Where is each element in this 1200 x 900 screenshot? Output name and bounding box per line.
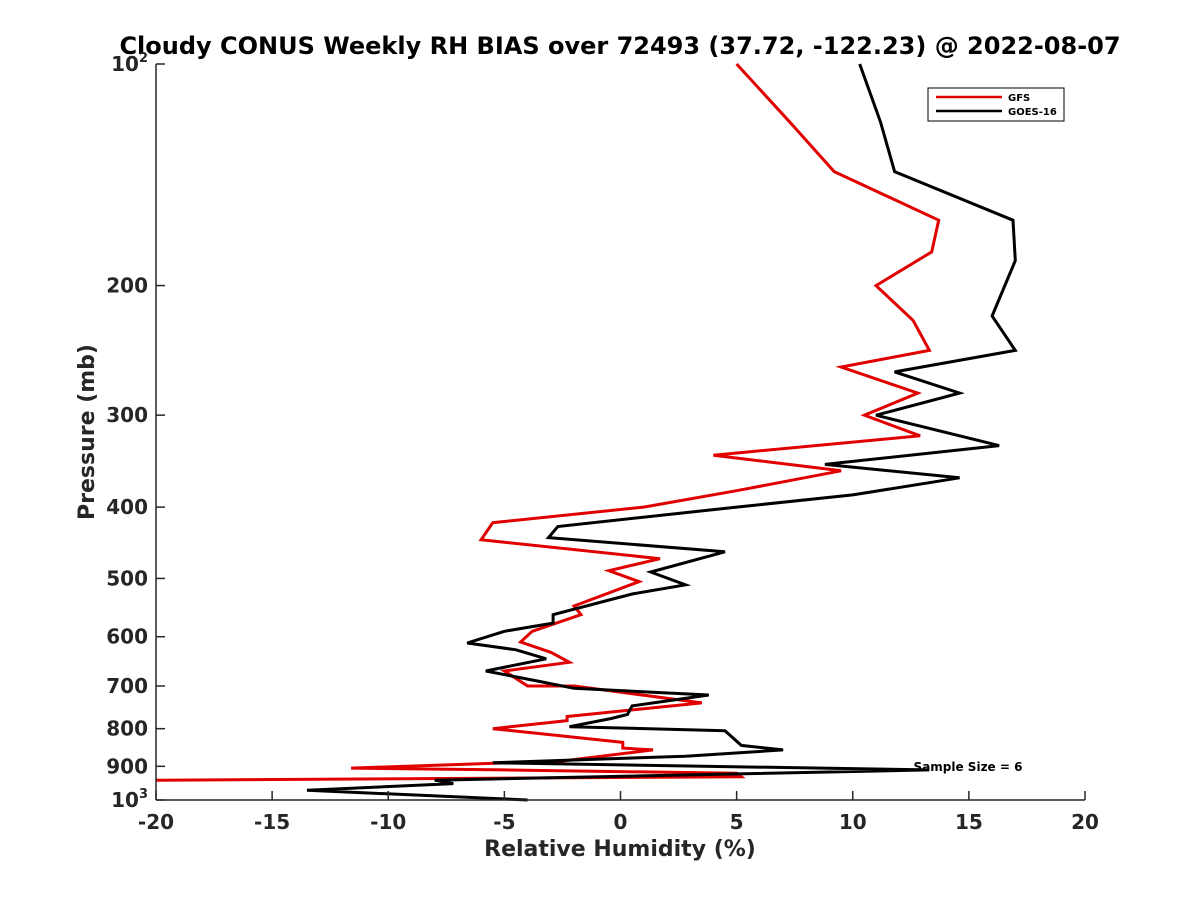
y-tick-label: 500 bbox=[106, 566, 148, 590]
x-tick-label: 20 bbox=[1071, 810, 1099, 834]
y-tick-label: 200 bbox=[106, 274, 148, 298]
legend-box bbox=[927, 87, 1065, 122]
y-tick-label: 600 bbox=[106, 625, 148, 649]
y-tick-label: 700 bbox=[106, 674, 148, 698]
x-tick-label: -10 bbox=[370, 810, 406, 834]
series-line-goes16 bbox=[306, 63, 1018, 802]
y-tick-label: 103 bbox=[111, 787, 148, 812]
x-tick-label: 15 bbox=[955, 810, 983, 834]
x-axis-label: Relative Humidity (%) bbox=[484, 837, 756, 862]
y-tick-label: 900 bbox=[106, 754, 148, 778]
x-tick-label: 10 bbox=[839, 810, 867, 834]
series-line-gfs bbox=[155, 62, 941, 782]
sample-size-annotation: Sample Size = 6 bbox=[914, 760, 1023, 774]
legend: GFS GOES-16 bbox=[927, 87, 1065, 122]
y-tick-label: 400 bbox=[106, 495, 148, 519]
plot-lines bbox=[155, 62, 1018, 802]
y-axis-label: Pressure (mb) bbox=[75, 344, 100, 520]
y-tick-label: 800 bbox=[106, 717, 148, 741]
y-tick-label: 300 bbox=[106, 403, 148, 427]
x-tick-label: 5 bbox=[730, 810, 744, 834]
y-tick-label: 102 bbox=[111, 51, 148, 76]
chart-title: Cloudy CONUS Weekly RH BIAS over 72493 (… bbox=[119, 32, 1120, 60]
x-axis-ticks: -20 -15 -10 -5 0 5 10 15 20 bbox=[138, 791, 1099, 834]
y-axis-ticks: 102 200 300 400 500 600 700 800 900 103 bbox=[106, 51, 165, 812]
x-tick-label: 0 bbox=[614, 810, 628, 834]
x-tick-label: -15 bbox=[254, 810, 290, 834]
legend-label-gfs: GFS bbox=[1008, 93, 1030, 104]
legend-label-goes16: GOES-16 bbox=[1008, 107, 1057, 118]
x-tick-label: -20 bbox=[138, 810, 174, 834]
x-tick-label: -5 bbox=[493, 810, 515, 834]
